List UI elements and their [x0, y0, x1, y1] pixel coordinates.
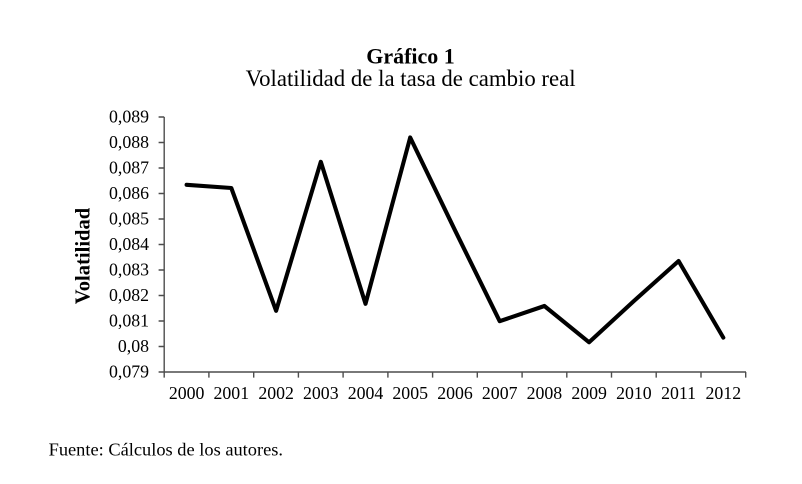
svg-text:2010: 2010 [616, 383, 652, 403]
svg-text:Gráfico 1: Gráfico 1 [366, 43, 455, 68]
svg-text:0,084: 0,084 [109, 234, 149, 254]
svg-text:2006: 2006 [437, 383, 473, 403]
svg-text:2002: 2002 [258, 383, 294, 403]
svg-text:0,081: 0,081 [109, 311, 149, 331]
svg-text:2012: 2012 [706, 383, 742, 403]
svg-text:Fuente: Cálculos de los autore: Fuente: Cálculos de los autores. [49, 440, 283, 460]
svg-text:2003: 2003 [303, 383, 339, 403]
svg-text:0,08: 0,08 [118, 336, 149, 356]
svg-text:2011: 2011 [661, 383, 696, 403]
svg-text:2009: 2009 [571, 383, 607, 403]
svg-text:Volatilidad: Volatilidad [73, 207, 95, 304]
svg-text:0,086: 0,086 [109, 183, 149, 203]
svg-text:Volatilidad de la tasa de camb: Volatilidad de la tasa de cambio real [246, 66, 576, 91]
svg-text:0,085: 0,085 [109, 209, 149, 229]
svg-text:0,089: 0,089 [109, 107, 149, 127]
svg-text:2000: 2000 [169, 383, 205, 403]
svg-text:2008: 2008 [527, 383, 563, 403]
svg-text:2005: 2005 [392, 383, 428, 403]
svg-text:0,088: 0,088 [109, 132, 149, 152]
svg-text:0,083: 0,083 [109, 260, 149, 280]
svg-text:0,079: 0,079 [109, 362, 149, 382]
svg-text:2001: 2001 [214, 383, 250, 403]
svg-text:0,087: 0,087 [109, 158, 149, 178]
svg-text:2004: 2004 [348, 383, 384, 403]
svg-text:2007: 2007 [482, 383, 518, 403]
svg-text:0,082: 0,082 [109, 285, 149, 305]
